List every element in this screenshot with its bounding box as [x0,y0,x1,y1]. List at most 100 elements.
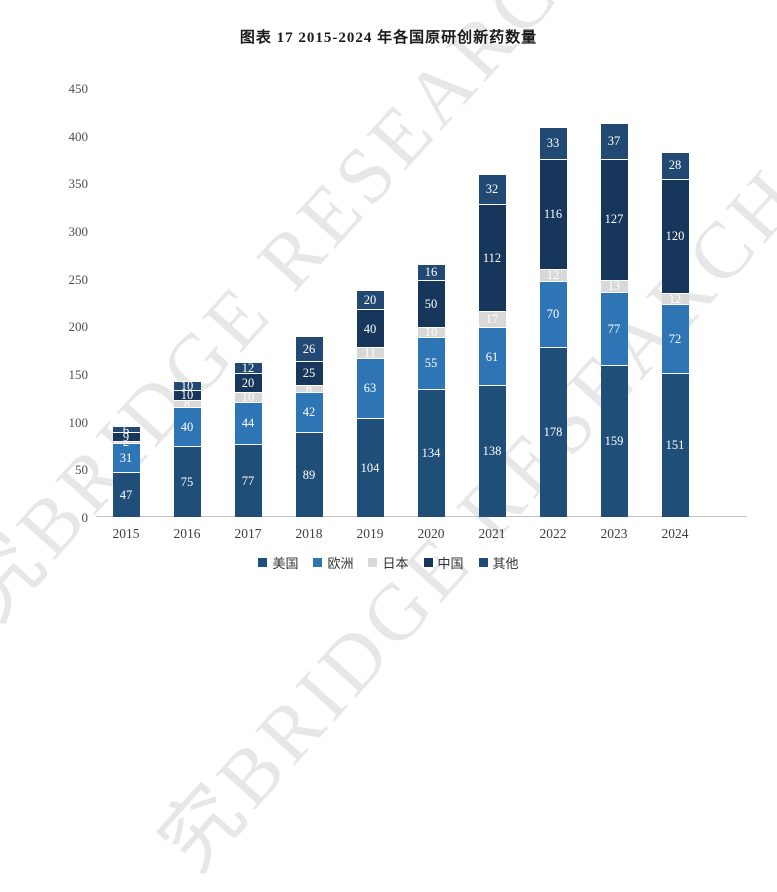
legend-swatch [478,558,488,567]
bar-segment: 120 [661,178,689,293]
bar-value-label: 10 [241,390,255,405]
x-axis-label: 2021 [478,526,506,541]
bar-value-label: 37 [607,134,621,149]
bar-value-label: 104 [360,460,380,475]
chart-legend: 美国 欧洲 日本 中国 其他 [0,553,777,572]
bar-segment: 12 [661,291,689,306]
bar-segment: 134 [417,389,445,517]
bar-value-label: 72 [668,331,682,346]
bar-value-label: 50 [424,296,438,311]
y-tick-label: 300 [68,224,89,239]
bar-value-label: 8 [183,396,191,411]
bar-value-label: 12 [546,268,560,283]
x-axis-label: 2023 [600,526,628,541]
bar-segment: 16 [417,264,445,280]
bar-column-2017: 77 44 10 20 12 [234,362,262,517]
bar-value-label: 55 [424,356,438,371]
legend-swatch [258,558,268,567]
bar-value-label: 116 [543,207,563,222]
bar-segment: 127 [600,158,628,280]
bar-value-label: 75 [180,474,194,489]
bar-segment: 10 [173,380,201,392]
bar-value-label: 26 [302,341,316,356]
x-axis-labels: 2015 2016 2017 2018 2019 2020 2021 2022 2023 2024 [100,527,745,547]
x-axis-label: 2015 [112,526,140,541]
bar-value-label: 16 [424,265,438,280]
bar-column-2018: 89 42 8 25 26 [295,335,323,517]
bar-value-label: 17 [485,312,499,327]
bar-value-label: 31 [119,450,133,465]
bar-value-label: 159 [604,434,624,449]
bar-value-label: 6 [122,422,130,437]
bar-segment: 44 [234,401,262,444]
bar-value-label: 89 [302,467,316,482]
bar-value-label: 47 [119,487,133,502]
bar-segment: 8 [295,383,323,395]
bar-value-label: 134 [421,446,441,461]
y-tick-label: 400 [68,128,89,144]
bar-column-2023: 159 77 13 127 37 [600,123,628,517]
y-tick-label: 50 [75,462,88,478]
y-tick-label: 100 [68,414,89,430]
bar-value-label: 32 [485,182,499,197]
bar-segment: 12 [234,362,262,374]
x-axis-label: 2018 [295,526,323,541]
bar-column-2019: 104 63 11 40 20 [356,290,384,517]
y-tick-label: 150 [68,367,89,382]
bar-segment: 89 [295,432,323,517]
bar-segment: 61 [478,327,506,386]
legend-item: 欧洲 [313,553,353,572]
bar-segment: 70 [539,280,567,348]
bar-value-label: 28 [668,158,682,173]
bar-segment: 47 [112,472,140,517]
bar-segment: 17 [478,311,506,328]
x-axis-label: 2019 [356,526,384,541]
bar-value-label: 40 [363,321,377,336]
x-axis-label: 2020 [417,526,445,541]
x-axis-label: 2024 [661,526,689,541]
bar-segment: 77 [600,292,628,366]
bar-segment: 159 [600,365,628,517]
bar-value-label: 20 [363,292,377,307]
bar-column-2021: 138 61 17 112 32 [478,173,506,517]
legend-label: 日本 [382,556,409,571]
bar-segment: 10 [234,390,262,405]
bar-value-label: 40 [180,419,194,434]
bar-value-label: 13 [607,279,621,294]
bar-segment: 40 [356,309,384,348]
legend-label: 欧洲 [327,556,354,571]
bar-segment: 50 [417,279,445,328]
bar-value-label: 33 [546,136,560,151]
bar-value-label: 61 [485,349,499,364]
y-tick-label: 200 [68,319,89,335]
bar-value-label: 10 [424,325,438,340]
bar-segment: 25 [295,360,323,385]
bar-segment: 6 [112,424,140,436]
legend-label: 其他 [492,556,519,571]
bar-segment: 178 [539,347,567,517]
bar-segment: 28 [661,151,689,179]
bar-value-label: 44 [241,415,255,430]
y-tick-label: 0 [81,510,89,525]
bar-value-label: 9 [122,429,130,444]
bar-value-label: 70 [546,307,560,322]
bar-value-label: 120 [665,229,685,244]
bar-segment: 32 [478,173,506,205]
bar-value-label: 25 [302,365,316,380]
bar-value-label: 127 [604,212,624,227]
bar-value-label: 10 [180,388,194,403]
legend-swatch [313,558,323,567]
bar-value-label: 20 [241,375,255,390]
bar-segment: 11 [356,347,384,359]
bar-value-label: 112 [482,250,502,265]
bar-segment: 10 [173,388,201,403]
bar-segment: 112 [478,204,506,312]
legend-item: 其他 [478,553,519,572]
bar-segment: 20 [356,290,384,310]
bar-segment: 20 [234,373,262,393]
bar-segment: 138 [478,385,506,517]
bar-value-label: 12 [668,291,682,306]
bar-value-label: 77 [241,473,255,488]
y-tick-label: 350 [68,176,89,192]
bar-segment: 26 [295,335,323,361]
